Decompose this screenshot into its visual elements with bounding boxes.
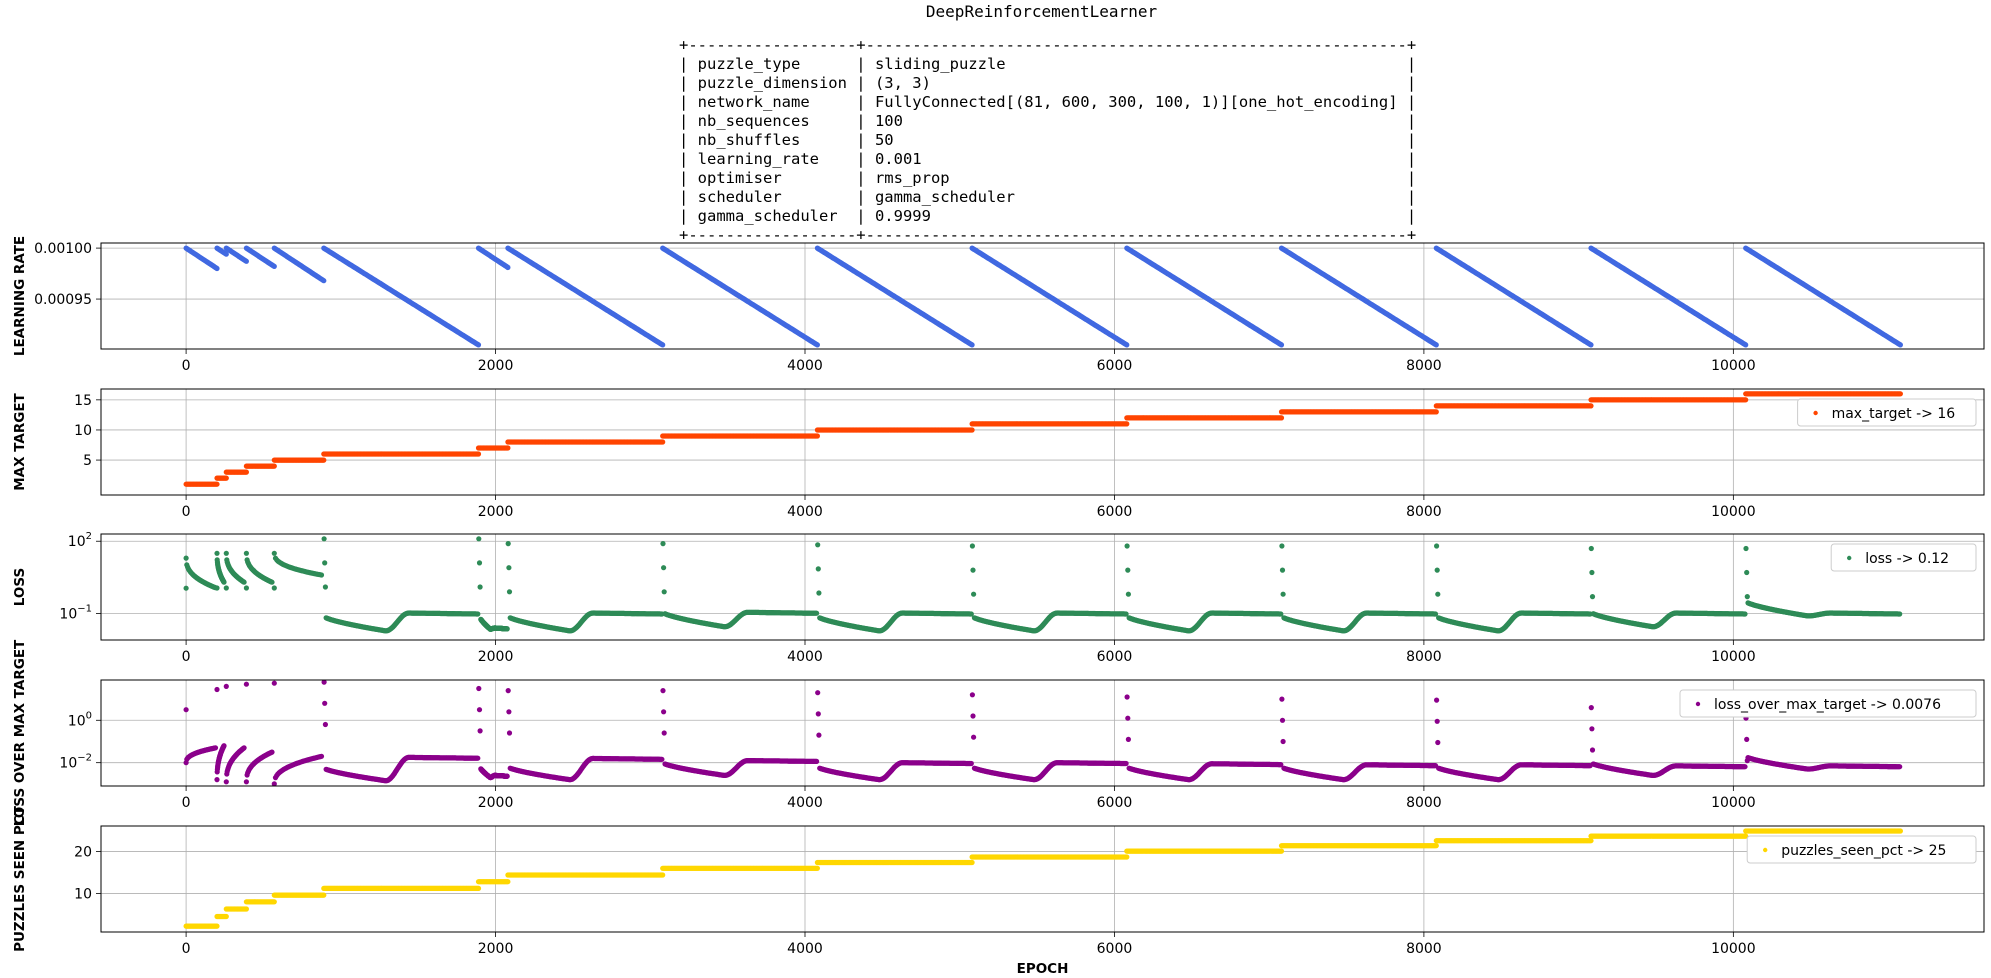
data-point — [271, 263, 277, 269]
data-point — [243, 258, 249, 264]
data-point — [1124, 342, 1130, 348]
subplot-2: 0 2000 4000 6000 8000 10000 5 10 15 MAX TARGET max… — [12, 388, 1985, 520]
x-tick-label: 6000 — [1097, 358, 1133, 374]
data-point — [1897, 342, 1903, 348]
data-point — [271, 463, 277, 469]
data-point — [223, 475, 229, 481]
data-point — [1743, 397, 1749, 403]
data-point — [1278, 415, 1285, 421]
data-point — [183, 555, 189, 561]
data-point — [1433, 342, 1439, 348]
x-tick-label: 6000 — [1097, 504, 1133, 520]
data-point — [221, 579, 227, 585]
data-point — [214, 265, 220, 272]
data-point — [1588, 342, 1594, 348]
data-point — [243, 550, 249, 556]
data-point — [1433, 409, 1439, 415]
data-point — [1278, 342, 1285, 348]
x-tick-label: 0 — [182, 649, 191, 665]
data-point — [318, 572, 325, 578]
data-point — [321, 457, 327, 463]
series-points — [183, 391, 1903, 487]
x-tick-label: 8000 — [1406, 358, 1442, 374]
axes-frame — [100, 388, 1985, 496]
data-point — [477, 584, 483, 590]
data-point — [321, 536, 327, 542]
data-point — [223, 550, 229, 556]
x-tick-label: 2000 — [478, 504, 514, 520]
data-point — [223, 251, 229, 257]
x-tick-label: 8000 — [1406, 649, 1442, 665]
data-point — [322, 560, 328, 566]
data-point — [1743, 342, 1749, 348]
data-point — [214, 585, 220, 591]
y-tick-label: 10 — [74, 423, 92, 439]
axes-frame — [100, 242, 1985, 350]
data-point — [321, 278, 327, 284]
data-point — [475, 451, 482, 457]
data-point — [214, 481, 220, 487]
data-point — [814, 342, 821, 348]
legend-marker — [1813, 410, 1818, 416]
data-point — [1897, 391, 1903, 397]
y-axis-label: LEARNING RATE — [12, 236, 28, 356]
x-tick-label: 10000 — [1711, 358, 1756, 374]
data-point — [269, 579, 275, 585]
data-point — [271, 550, 277, 556]
data-point — [814, 433, 821, 439]
figure-title: DeepReinforcementLearner — [925, 2, 1158, 21]
x-tick-label: 2000 — [478, 358, 514, 374]
parameters-table: +------------------+--------------------… — [679, 36, 1417, 244]
data-point — [271, 585, 277, 591]
x-tick-label: 4000 — [787, 358, 823, 374]
data-point — [476, 536, 482, 542]
data-point — [660, 342, 666, 348]
x-tick-label: 6000 — [1097, 649, 1133, 665]
data-point — [476, 560, 483, 566]
data-point — [505, 264, 511, 271]
data-point — [660, 439, 666, 445]
data-point — [223, 585, 229, 591]
subplot-1: 0 2000 4000 6000 8000 10000 0.00095 0.00100 LEAR… — [12, 236, 1985, 374]
x-tick-label: 8000 — [1406, 504, 1442, 520]
series-points — [183, 245, 1903, 348]
data-point — [475, 611, 481, 617]
data-point — [505, 445, 511, 451]
x-tick-label: 4000 — [787, 504, 823, 520]
data-point — [241, 579, 247, 585]
data-point — [1124, 421, 1130, 427]
series-points — [183, 536, 1903, 634]
data-point — [243, 469, 249, 475]
data-point — [322, 584, 328, 590]
y-tick-label: 5 — [83, 453, 92, 469]
data-point — [183, 585, 189, 591]
data-point — [475, 342, 482, 348]
y-axis-label: MAX TARGET — [12, 392, 28, 490]
x-tick-label: 0 — [182, 358, 191, 374]
y-tick-label: 102 — [68, 531, 92, 550]
y-tick-label: 10−1 — [59, 604, 92, 623]
data-point — [1588, 403, 1594, 409]
data-point — [214, 550, 220, 556]
data-point — [969, 342, 975, 348]
data-point — [969, 427, 975, 433]
y-tick-label: 0.00095 — [34, 292, 92, 308]
y-tick-label: 0.00100 — [34, 241, 92, 257]
x-tick-label: 0 — [182, 504, 191, 520]
x-tick-label: 10000 — [1711, 649, 1756, 665]
data-point — [243, 585, 249, 591]
y-tick-label: 15 — [74, 393, 92, 409]
x-tick-label: 2000 — [478, 649, 514, 665]
x-tick-label: 10000 — [1711, 504, 1756, 520]
x-tick-label: 4000 — [787, 649, 823, 665]
legend-label: max_target -> 16 — [1832, 406, 1956, 422]
